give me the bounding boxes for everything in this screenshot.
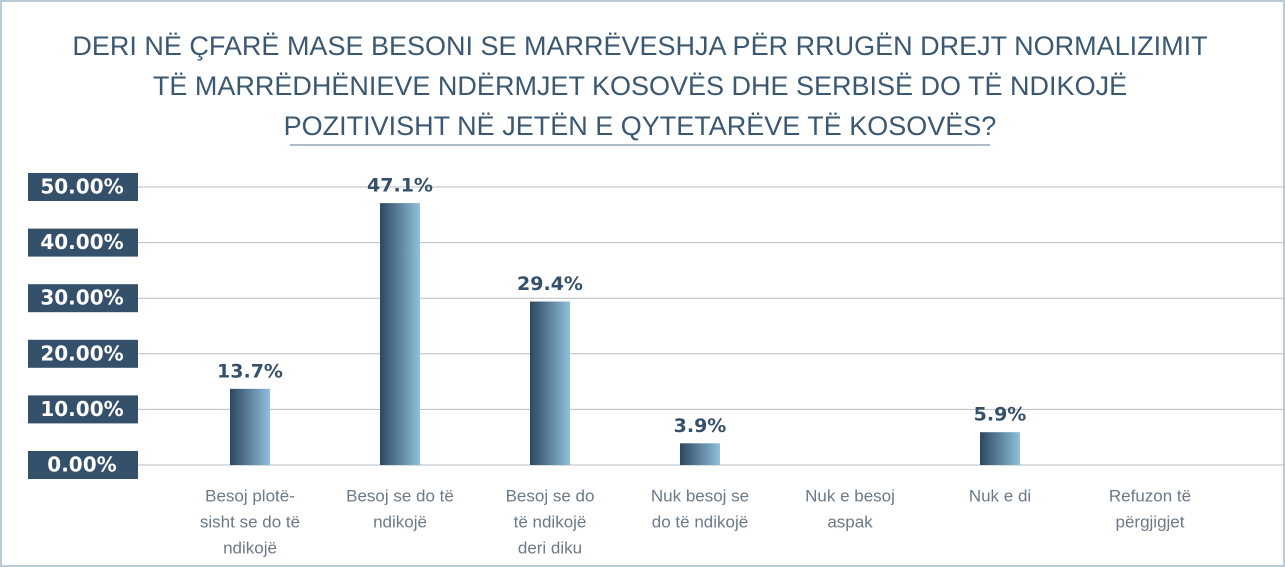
bar [230,388,270,465]
x-tick-label: Nuk e besoj [805,486,895,505]
x-tick-label: Nuk besoj se [651,486,749,505]
chart-title: DERI NË ÇFARË MASE BESONI SE MARRËVESHJA… [72,31,1207,61]
bar [680,443,720,465]
bar [980,432,1020,465]
value-label: 3.9% [674,415,727,437]
y-tick-label: 20.00% [40,341,123,365]
x-tick-label: ndikojë [373,512,427,531]
x-tick-label: Refuzon të [1109,486,1191,505]
y-tick-label: 30.00% [40,286,123,310]
x-tick-label: deri diku [518,538,582,557]
value-label: 29.4% [517,273,583,295]
y-tick-label: 10.00% [40,397,123,421]
x-tick-label: do të ndikojë [652,512,748,531]
y-tick-box [28,228,138,257]
x-tick-label: Besoj se do [506,486,595,505]
x-tick-label: të ndikojë [514,512,587,531]
x-tick-label: Nuk e di [969,486,1031,505]
value-label: 47.1% [367,175,433,197]
x-tick-label: përgjigjet [1116,512,1185,531]
x-tick-label: ndikojë [223,538,277,557]
y-tick-box [28,284,138,313]
chart-title: TË MARRËDHËNIEVE NDËRMJET KOSOVËS DHE SE… [153,71,1127,101]
x-tick-label: sisht se do të [200,512,300,531]
bar [530,301,570,465]
x-tick-label: Besoj se do të [346,486,454,505]
y-tick-box [28,339,138,368]
value-label: 13.7% [217,360,283,382]
bar [380,203,420,465]
x-tick-label: aspak [827,512,873,531]
chart-title: POZITIVISHT NË JETËN E QYTETARËVE TË KOS… [284,111,997,141]
x-tick-label: Besoj plotë- [205,486,295,505]
y-tick-box [28,173,138,201]
y-tick-box [28,395,138,424]
value-label: 5.9% [974,404,1027,426]
y-tick-label: 50.00% [40,175,123,199]
y-tick-box [28,451,138,479]
y-tick-label: 0.00% [47,453,116,477]
y-tick-label: 40.00% [40,230,123,254]
